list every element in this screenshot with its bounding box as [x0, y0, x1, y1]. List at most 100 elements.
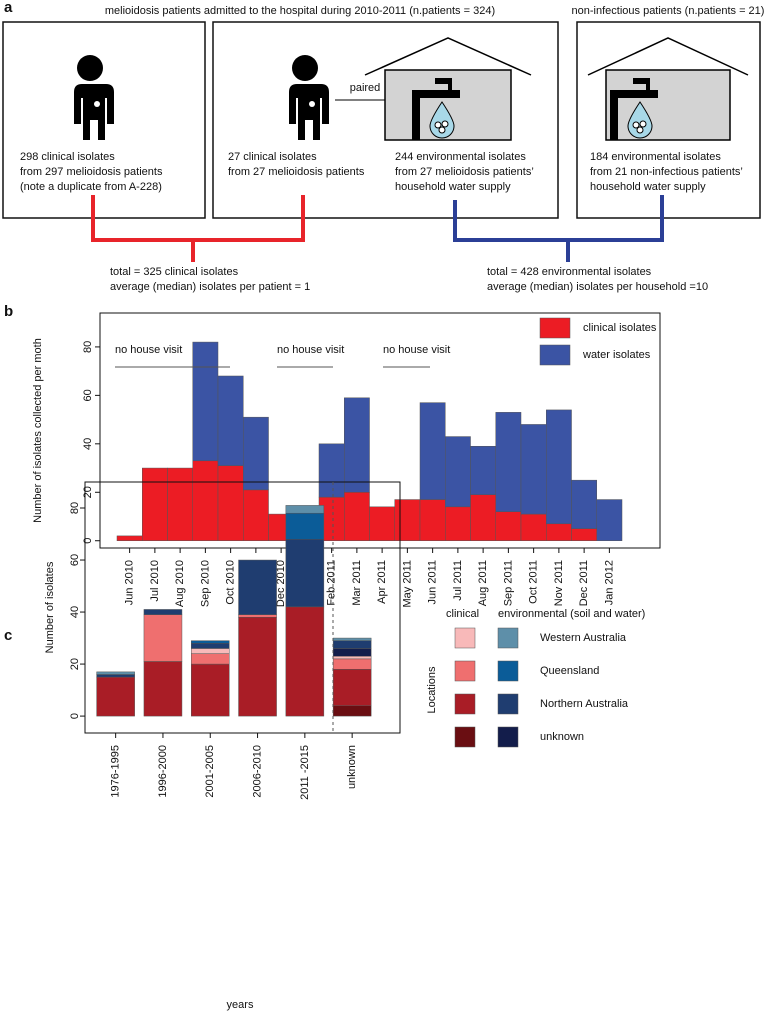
- bar-segment: [142, 467, 168, 541]
- x-tick-label: 2001-2005: [204, 745, 216, 798]
- y-tick-label: 60: [69, 554, 81, 566]
- y-tick-label: 60: [82, 389, 94, 401]
- box-text: from 27 melioidosis patients’: [395, 166, 534, 178]
- bar-segment: [571, 479, 597, 529]
- bar-segment: [285, 606, 325, 717]
- bracket: [91, 195, 305, 262]
- header: melioidosis patients admitted to the hos…: [105, 5, 495, 17]
- bar-segment: [419, 499, 446, 541]
- bar-segment: [96, 671, 135, 675]
- bar-segment: [332, 648, 372, 657]
- box-text: household water supply: [395, 181, 511, 193]
- box-text: 184 environmental isolates: [590, 151, 721, 163]
- legend-swatch: [454, 693, 476, 715]
- chart-c: 0 20 40 60 80 Number of isolates 1976-1995 1996…: [44, 481, 645, 1011]
- legend-label: unknown: [540, 731, 584, 743]
- bar-segment: [332, 658, 372, 670]
- legend-swatch: [454, 726, 476, 748]
- y-tick-label: 80: [82, 341, 94, 353]
- x-tick-label: Dec 2010: [275, 560, 287, 607]
- pair-label: paired: [350, 82, 381, 94]
- legend-swatch: [539, 344, 571, 366]
- y-axis-label: Number of isolates: [44, 561, 56, 653]
- x-tick-label: 2006-2010: [251, 745, 263, 798]
- legend-swatch: [497, 693, 519, 715]
- bar-segment: [217, 375, 244, 466]
- bar-segment: [445, 506, 471, 541]
- box-text: 244 environmental isolates: [395, 151, 526, 163]
- bar-segment: [318, 443, 345, 498]
- y-tick-label: 20: [82, 486, 94, 498]
- y-tick-label: 0: [69, 713, 81, 719]
- bar-segment: [520, 513, 547, 541]
- x-tick-label: Sep 2010: [199, 560, 211, 607]
- x-tick-label: unknown: [346, 745, 358, 789]
- x-tick-label: Feb 2011: [326, 560, 338, 606]
- bar-segment: [191, 640, 230, 644]
- box: [576, 21, 761, 219]
- bar-segment: [332, 640, 372, 649]
- bar-segment: [96, 676, 135, 717]
- bar-segment: [394, 499, 421, 541]
- bar-segment: [571, 528, 597, 541]
- legend-label: Northern Australia: [540, 698, 629, 710]
- bar-segment: [344, 397, 370, 493]
- house-icon: [587, 37, 749, 141]
- x-tick-label: Dec 2011: [578, 560, 590, 606]
- bar-segment: [520, 424, 547, 515]
- bar-segment: [143, 661, 183, 717]
- bar-segment: [495, 511, 522, 541]
- bracket: [453, 195, 664, 262]
- x-tick-label: Aug 2010: [174, 560, 186, 607]
- x-tick-label: Jul 2011: [452, 560, 464, 601]
- bar-segment: [285, 512, 325, 540]
- box-text: household water supply: [590, 181, 706, 193]
- bar-segment: [191, 648, 230, 654]
- person-icon: [289, 55, 329, 140]
- bar-segment: [445, 436, 471, 508]
- bar-segment: [217, 465, 244, 541]
- legend-swatch: [454, 660, 476, 682]
- bar-segment: [332, 656, 372, 660]
- x-tick-label: Oct 2010: [225, 560, 237, 605]
- x-tick-label: Oct 2011: [528, 560, 540, 604]
- bar-segment: [243, 489, 269, 541]
- bar-segment: [470, 494, 496, 541]
- legend-header: clinical: [446, 608, 479, 620]
- x-tick-label: May 2011: [401, 560, 413, 608]
- bar-segment: [167, 467, 193, 541]
- x-tick-label: Mar 2011: [351, 560, 363, 606]
- x-tick-label: Jun 2011: [427, 560, 439, 604]
- panel-label: b: [4, 303, 13, 320]
- x-tick-label: Jul 2010: [149, 560, 161, 602]
- bar-segment: [470, 445, 496, 495]
- box-text: from 27 melioidosis patients: [228, 166, 365, 178]
- x-tick-label: Aug 2011: [477, 560, 489, 606]
- legend-label: Western Australia: [540, 632, 627, 644]
- legend-swatch: [497, 726, 519, 748]
- header: non-infectious patients (n.patients = 21…: [572, 5, 764, 17]
- box: [2, 21, 206, 219]
- x-tick-label: Jun 2010: [124, 560, 136, 605]
- x-axis-label: years: [227, 999, 254, 1011]
- y-tick-label: 40: [69, 606, 81, 618]
- y-axis-label: Number of isolates collected per moth: [32, 338, 44, 523]
- bar-segment: [243, 416, 269, 491]
- person-icon: [74, 55, 114, 140]
- bar-segment: [546, 523, 572, 541]
- bar-segment: [332, 669, 372, 706]
- house-icon: [364, 37, 532, 141]
- legend-swatch: [497, 627, 519, 649]
- box-text: (note a duplicate from A-228): [20, 181, 162, 193]
- bar-segment: [143, 609, 183, 615]
- legend-label: clinical isolates: [583, 322, 657, 334]
- bar-segment: [344, 492, 370, 541]
- bar-segment: [116, 535, 143, 541]
- bar-segment: [191, 653, 230, 665]
- y-tick-label: 40: [82, 438, 94, 450]
- bar-segment: [419, 402, 446, 500]
- total-text: average (median) isolates per patient = …: [110, 281, 310, 293]
- legend-swatch: [454, 627, 476, 649]
